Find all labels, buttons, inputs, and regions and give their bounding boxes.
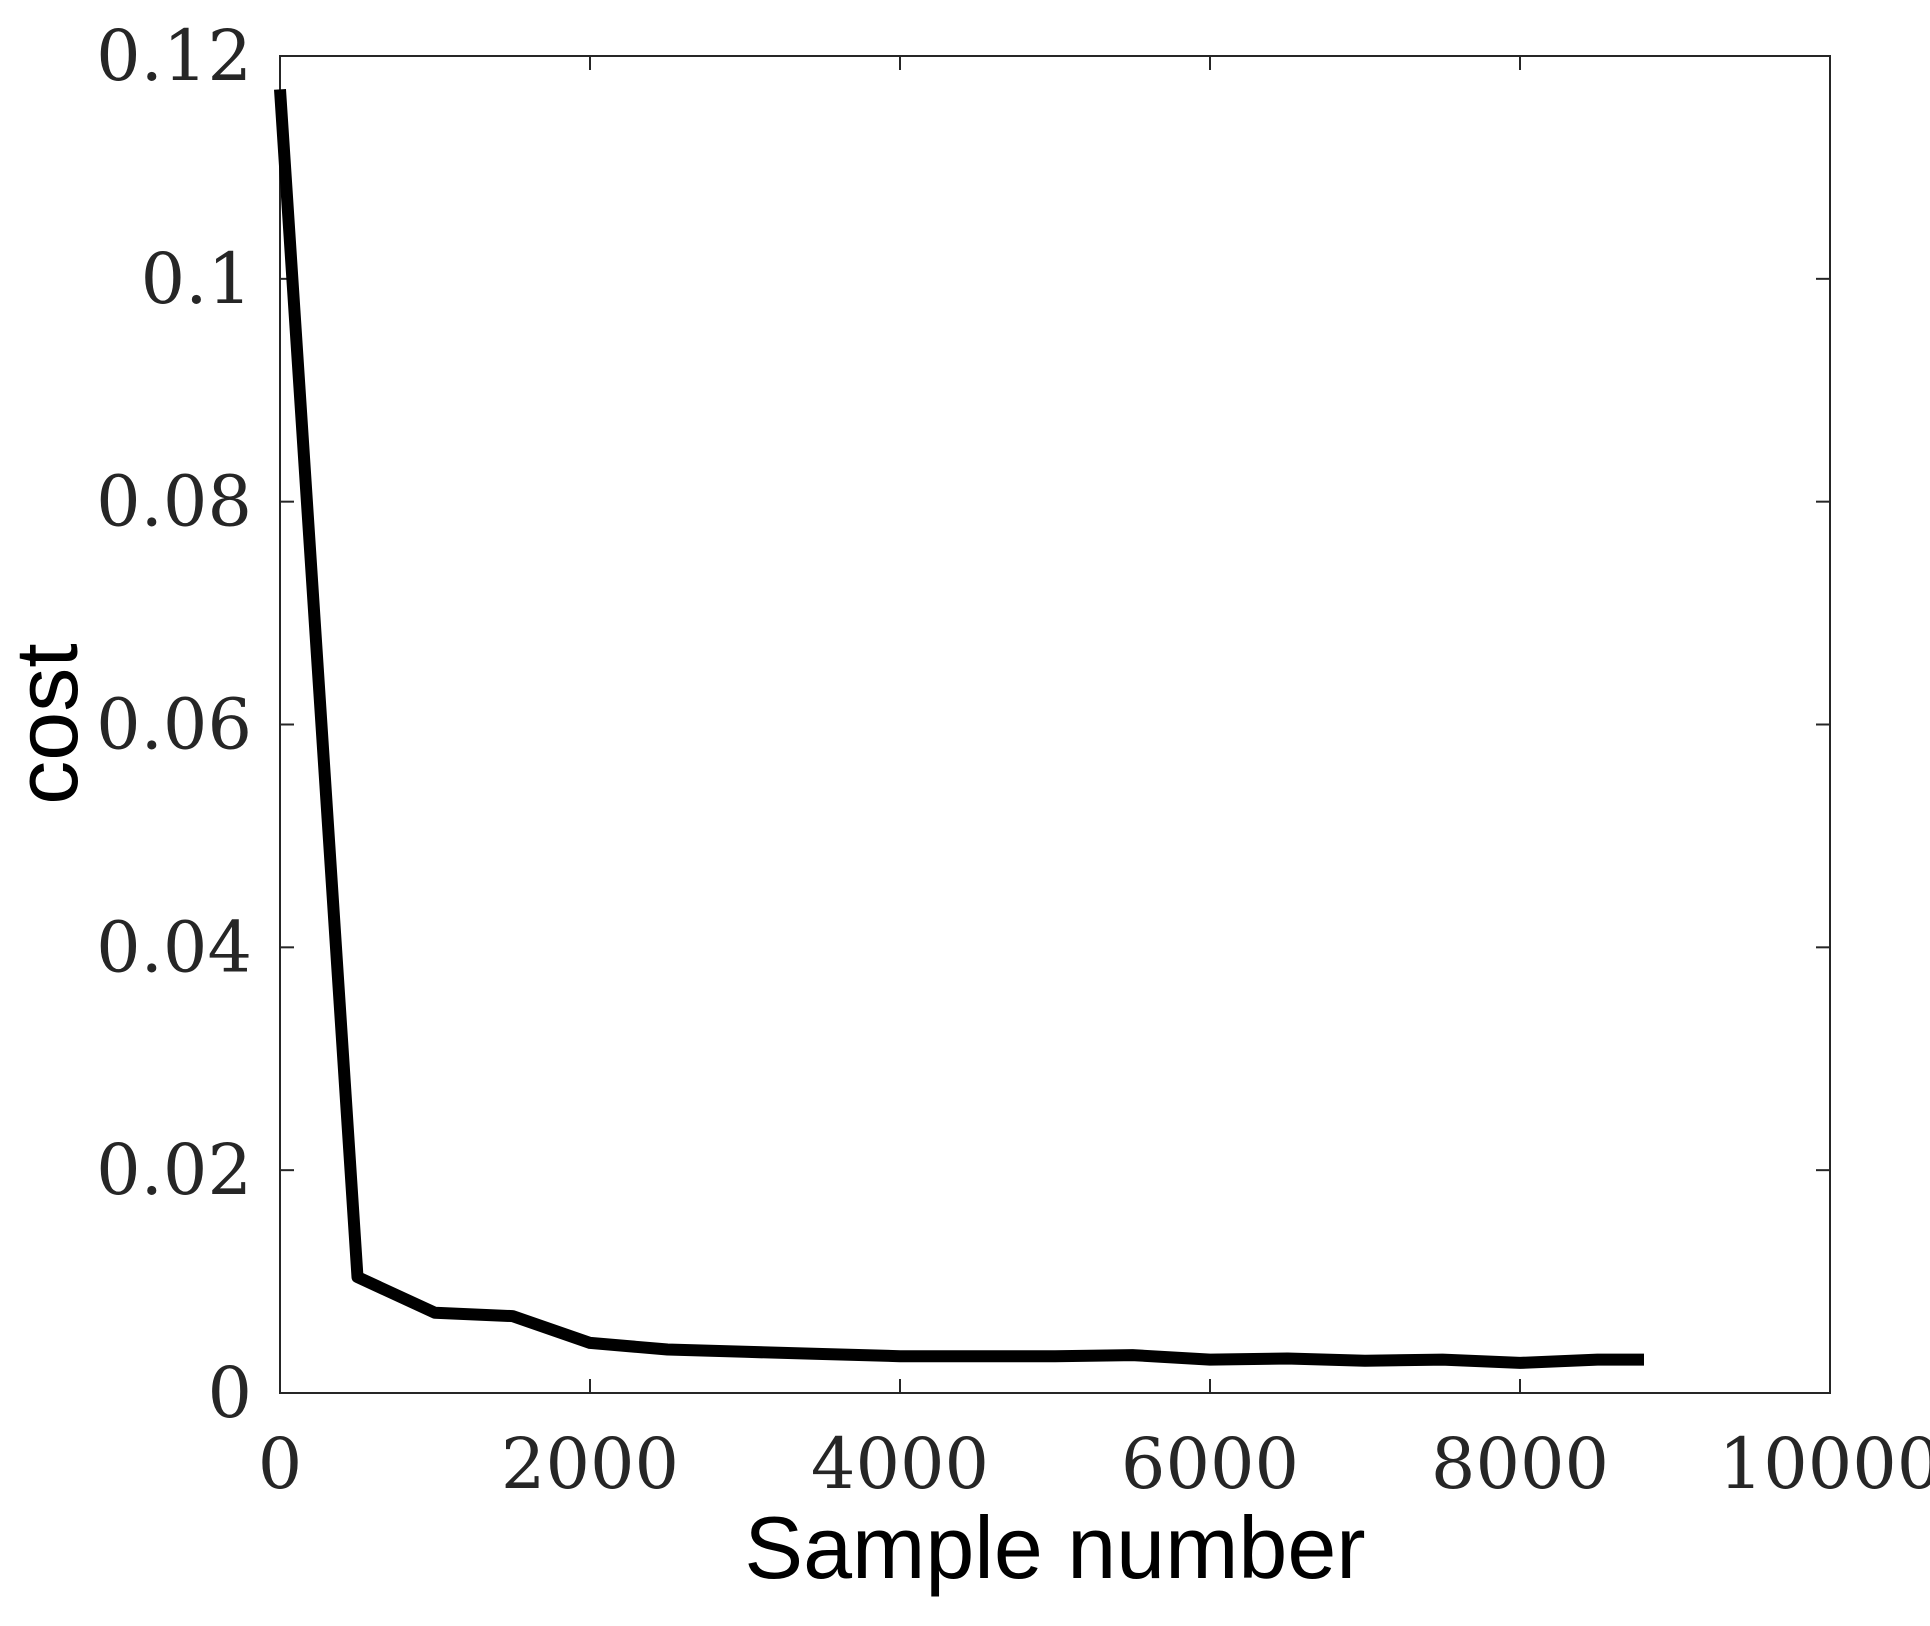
- y-tick-label: 0: [207, 1352, 252, 1434]
- x-tick-label: 0: [258, 1423, 303, 1505]
- x-tick-label: 8000: [1431, 1423, 1609, 1505]
- y-tick-label: 0.08: [96, 461, 252, 543]
- x-tick-label: 6000: [1121, 1423, 1299, 1505]
- y-axis-label: cost: [0, 643, 96, 804]
- y-tick-label: 0.06: [96, 684, 252, 766]
- series-line-0: [274, 89, 1644, 1369]
- x-axis-label: Sample number: [744, 1498, 1365, 1597]
- y-tick-label: 0.02: [96, 1129, 252, 1211]
- x-tick-label: 4000: [811, 1423, 989, 1505]
- plot-area: [274, 55, 1831, 1394]
- y-tick-label: 0.12: [96, 15, 252, 97]
- y-tick-label: 0.04: [96, 906, 252, 988]
- y-tick-labels: 0 0.02 0.04 0.06 0.08 0.1 0.12: [96, 15, 252, 1434]
- y-tick-label: 0.1: [141, 238, 252, 320]
- tick-marks: [279, 55, 1831, 1394]
- x-tick-label: 10000: [1719, 1423, 1930, 1505]
- series-layer: [274, 89, 1644, 1369]
- x-tick-labels: 0 2000 4000 6000 8000 10000: [258, 1423, 1930, 1505]
- x-tick-label: 2000: [501, 1423, 679, 1505]
